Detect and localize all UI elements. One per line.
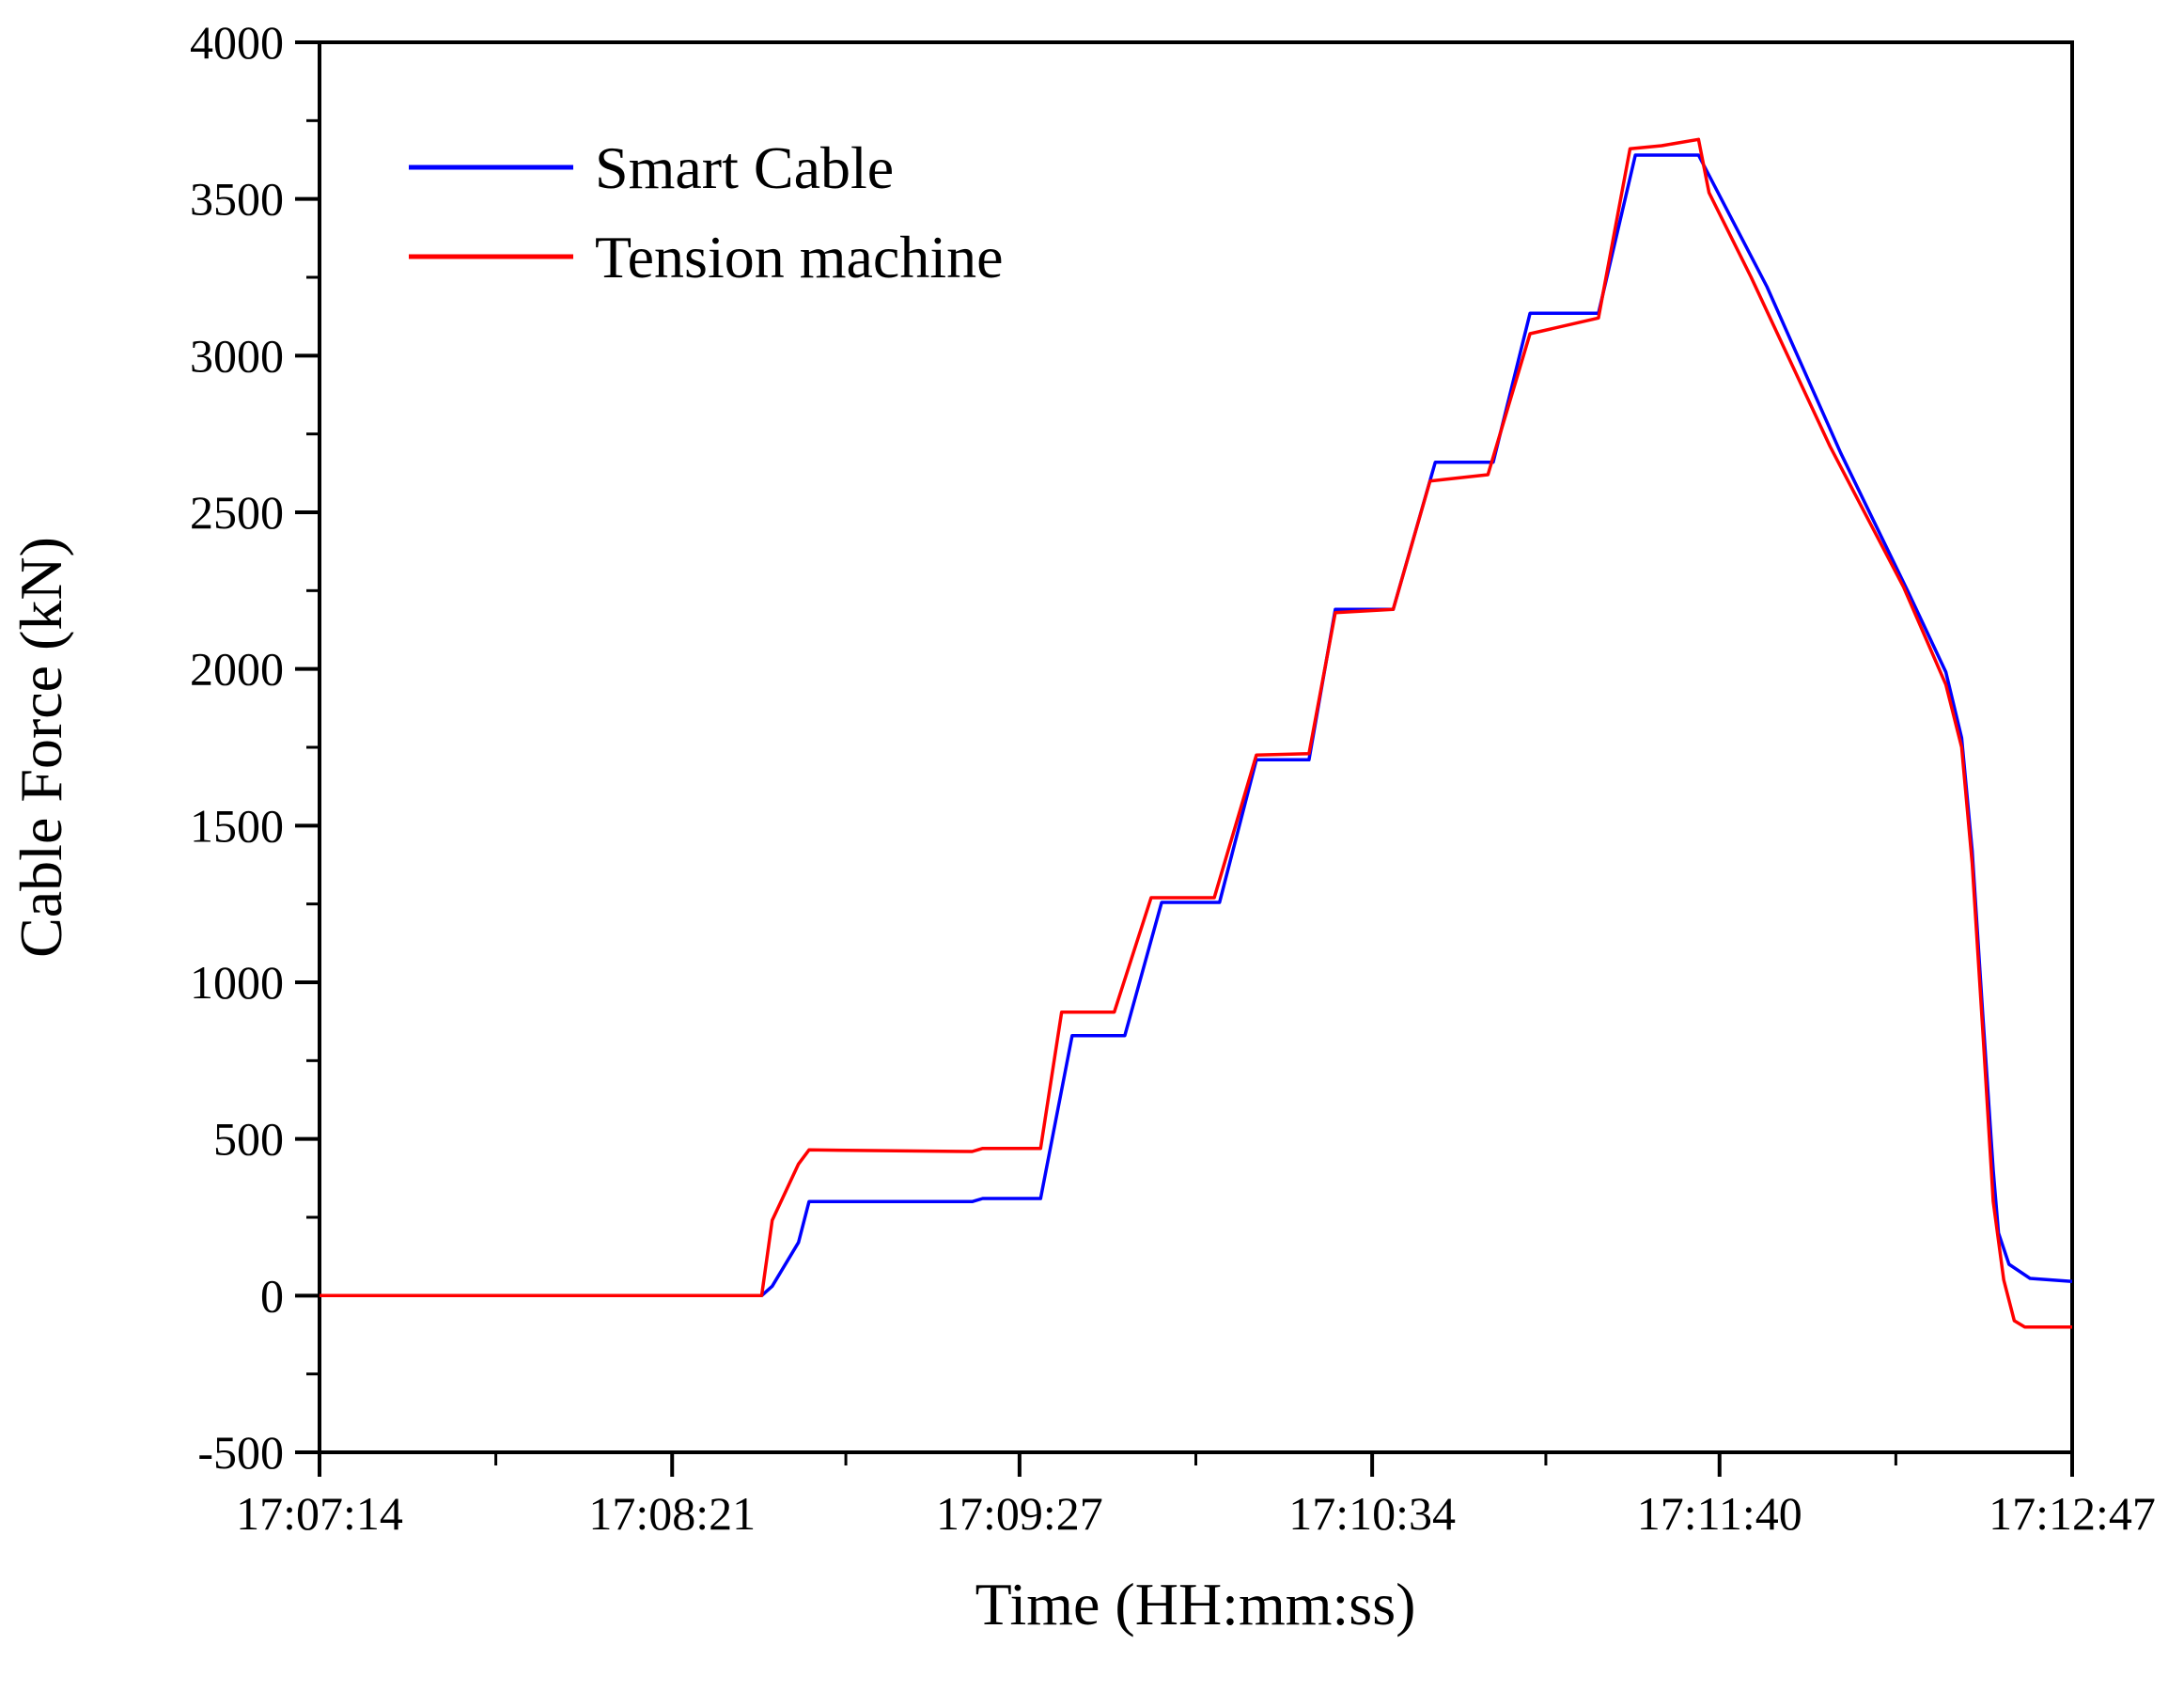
x-tick-label: 17:08:21 — [588, 1487, 756, 1540]
x-tick-label: 17:07:14 — [236, 1487, 403, 1540]
legend: Smart Cable Tension machine — [409, 134, 1004, 290]
x-axis-ticks: 17:07:14 17:08:21 17:09:27 17:10:34 17:11:40… — [236, 1452, 2156, 1540]
y-tick-label: 2500 — [190, 486, 284, 539]
x-tick-label: 17:10:34 — [1288, 1487, 1456, 1540]
y-tick-label: 3500 — [190, 173, 284, 226]
y-tick-label: 500 — [213, 1113, 284, 1166]
x-tick-label: 17:11:40 — [1637, 1487, 1802, 1540]
y-axis-ticks: -500 0 500 1000 1500 2000 2500 3000 3500 4000 — [190, 16, 320, 1479]
y-tick-label: 2000 — [190, 643, 284, 696]
x-axis-label: Time (HH:mm:ss) — [975, 1571, 1416, 1637]
y-tick-label: 1500 — [190, 799, 284, 852]
y-tick-label: 0 — [260, 1269, 284, 1322]
y-tick-label: 1000 — [190, 956, 284, 1009]
y-tick-label: -500 — [197, 1426, 284, 1479]
y-axis-label: Cable Force (kN) — [8, 537, 74, 958]
legend-label-tension-machine: Tension machine — [595, 224, 1004, 290]
series-line-tension-machine — [320, 137, 2072, 1329]
y-tick-label: 3000 — [190, 329, 284, 382]
series-line-smart-cable — [320, 153, 2073, 1298]
x-tick-label: 17:12:47 — [1989, 1487, 2156, 1540]
x-tick-label: 17:09:27 — [936, 1487, 1103, 1540]
legend-label-smart-cable: Smart Cable — [595, 134, 894, 201]
plot-frame — [318, 40, 2074, 1454]
series-layer — [320, 137, 2073, 1329]
y-tick-label: 4000 — [190, 16, 284, 69]
